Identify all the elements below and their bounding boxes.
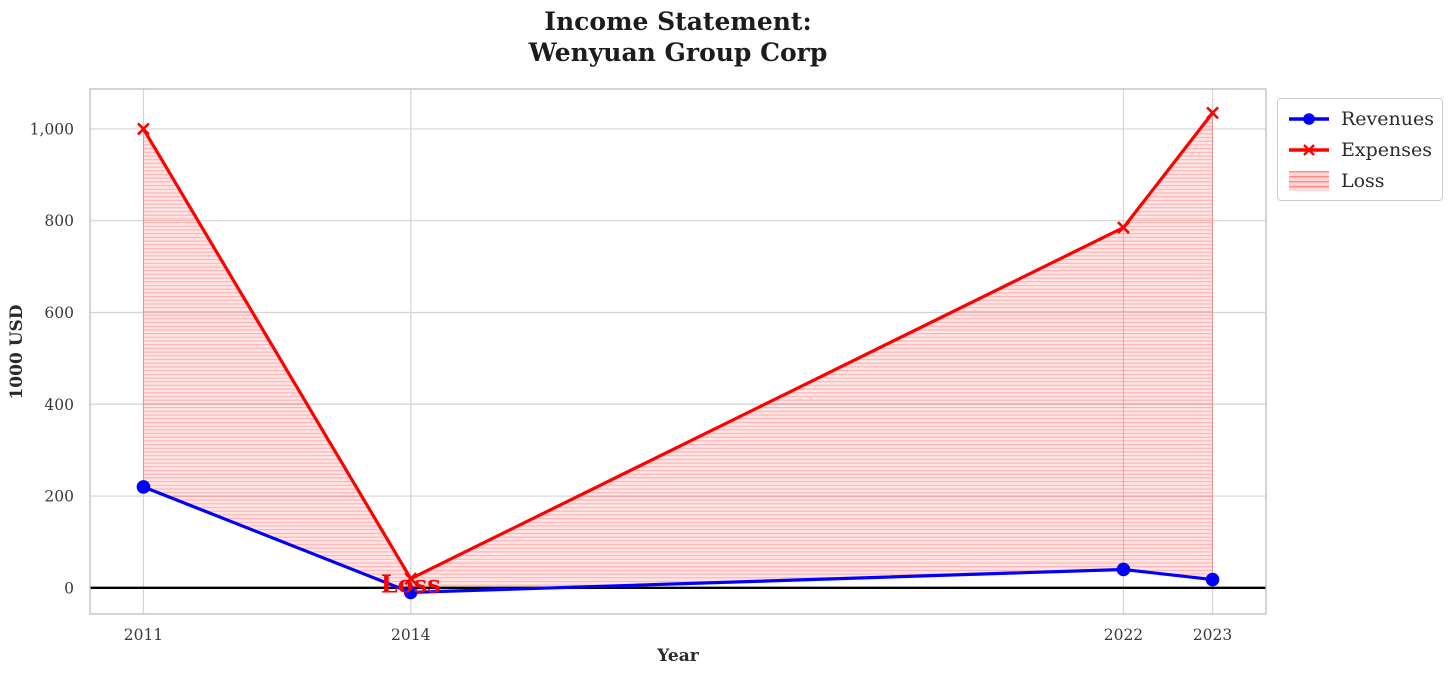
svg-text:2014: 2014 <box>391 626 431 644</box>
legend-item-revenues: Revenues <box>1287 106 1434 131</box>
chart-title-line1: Income Statement: <box>544 7 812 36</box>
svg-text:400: 400 <box>44 396 74 414</box>
svg-text:1,000: 1,000 <box>30 120 74 138</box>
expenses-line-marker-icon <box>1287 139 1331 161</box>
legend-label-expenses: Expenses <box>1341 138 1432 161</box>
chart-title-line2: Wenyuan Group Corp <box>528 38 828 67</box>
revenues-line-marker-icon <box>1287 108 1331 130</box>
y-axis-label: 1000 USD <box>7 304 27 400</box>
legend: Revenues Expenses Loss <box>1277 98 1443 201</box>
x-tick-labels: 2011 2014 2022 2023 <box>124 626 1233 644</box>
legend-label-revenues: Revenues <box>1341 107 1434 130</box>
loss-annotation: Loss <box>380 569 441 599</box>
loss-hatch-swatch-icon <box>1287 170 1331 192</box>
expenses-line <box>137 106 1219 586</box>
y-tick-labels: 0 200 400 600 800 1,000 <box>30 120 74 597</box>
svg-text:0: 0 <box>64 579 74 597</box>
plot-border <box>89 88 1267 615</box>
chart-title: Income Statement: Wenyuan Group Corp <box>90 6 1266 68</box>
x-axis-label: Year <box>657 646 699 666</box>
svg-text:2011: 2011 <box>124 626 163 644</box>
svg-text:200: 200 <box>44 488 74 506</box>
loss-fill-area <box>142 111 1214 593</box>
svg-text:2022: 2022 <box>1104 626 1143 644</box>
svg-text:600: 600 <box>44 304 74 322</box>
legend-label-loss: Loss <box>1341 169 1385 192</box>
svg-text:800: 800 <box>44 212 74 230</box>
revenues-line <box>136 480 1220 600</box>
svg-text:2023: 2023 <box>1193 626 1232 644</box>
legend-item-expenses: Expenses <box>1287 137 1433 162</box>
legend-item-loss: Loss <box>1287 168 1433 193</box>
